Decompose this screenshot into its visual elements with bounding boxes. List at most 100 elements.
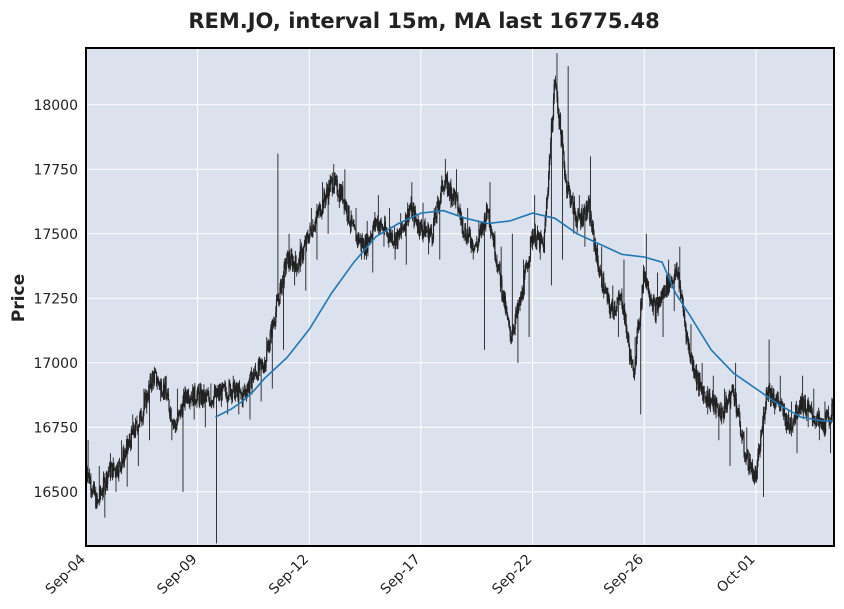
candle-body <box>570 202 572 205</box>
candle-body <box>589 203 591 223</box>
candle-body <box>808 406 811 409</box>
candle-body <box>579 217 581 219</box>
candle-body <box>737 409 739 417</box>
candle-body <box>281 281 283 294</box>
candle-body <box>254 369 257 373</box>
candle-body <box>706 390 708 405</box>
candle-body <box>439 197 442 203</box>
candle-body <box>328 183 330 199</box>
candle-body <box>563 152 565 165</box>
candle-body <box>421 230 423 237</box>
candle-body <box>200 388 202 404</box>
candle-body <box>744 452 746 459</box>
candle-body <box>739 424 742 436</box>
candle-body <box>264 362 266 367</box>
candle-body <box>545 214 547 222</box>
y-tick-label: 17250 <box>33 291 78 307</box>
candle-body <box>242 391 244 403</box>
candle-body <box>87 474 89 479</box>
candle-body <box>108 471 110 473</box>
candle-body <box>549 157 551 160</box>
candle-body <box>211 400 213 404</box>
candle-body <box>358 234 360 243</box>
candle-body <box>615 309 617 311</box>
candle-body <box>636 328 638 339</box>
candle-body <box>460 217 462 220</box>
candle-body <box>218 389 220 398</box>
candle-body <box>763 412 765 419</box>
candle-body <box>560 130 562 146</box>
candle-body <box>654 299 656 304</box>
candle-body <box>450 184 452 189</box>
candle-body <box>344 202 346 209</box>
candle-body <box>370 235 372 240</box>
candle-body <box>393 233 396 242</box>
candle-body <box>176 423 178 430</box>
candle-body <box>612 307 614 314</box>
candle-body <box>807 403 809 406</box>
candle-body <box>337 194 339 197</box>
candle-body <box>660 297 662 303</box>
candle-body <box>407 208 409 221</box>
y-tick-label: 17000 <box>33 356 78 372</box>
candle-body <box>595 250 597 261</box>
candle-body <box>481 226 483 233</box>
candle-body <box>132 425 135 435</box>
candle-body <box>794 416 796 420</box>
candle-body <box>571 196 573 198</box>
candle-body <box>682 303 684 312</box>
candle-body <box>520 295 522 306</box>
candle-body <box>488 209 490 223</box>
candle-body <box>602 277 604 291</box>
candle-body <box>391 233 393 244</box>
candle-body <box>471 239 474 249</box>
candle-body <box>781 404 783 406</box>
candle-body <box>290 253 292 266</box>
candle-body <box>494 236 496 257</box>
candle-body <box>190 396 192 400</box>
candle-body <box>681 295 683 298</box>
candle-body <box>474 245 476 250</box>
candle-body <box>554 82 556 85</box>
candle-body <box>528 262 530 264</box>
candle-body <box>818 413 820 421</box>
candle-body <box>559 115 562 131</box>
candle-body <box>695 369 698 385</box>
candle-body <box>319 204 322 216</box>
candle-body <box>354 225 356 229</box>
candle-body <box>618 295 620 299</box>
candle-body <box>725 397 728 411</box>
candle-body <box>111 463 113 467</box>
x-tick-label: Sep-04 <box>43 551 89 597</box>
candle-body <box>476 242 478 247</box>
candle-body <box>164 382 166 395</box>
candle-body <box>735 398 737 414</box>
candle-body <box>458 209 460 212</box>
chart-title: REM.JO, interval 15m, MA last 16775.48 <box>188 9 659 33</box>
candle-body <box>176 421 179 424</box>
candle-body <box>719 407 721 418</box>
candle-body <box>793 416 795 421</box>
candle-body <box>373 221 375 227</box>
candle-body <box>130 442 132 449</box>
candle-body <box>469 234 472 244</box>
candle-body <box>214 390 216 396</box>
candle-body <box>198 393 200 404</box>
candle-body <box>451 188 453 201</box>
candle-body <box>90 479 92 492</box>
candle-body <box>716 399 718 407</box>
candle-body <box>169 409 172 416</box>
candle-body <box>479 229 481 232</box>
candle-body <box>243 390 245 392</box>
candle-body <box>709 400 712 408</box>
candle-body <box>268 344 271 352</box>
candle-body <box>474 245 476 246</box>
candle-body <box>658 297 661 307</box>
candle-body <box>733 395 735 401</box>
candle-body <box>289 263 292 266</box>
candle-body <box>222 384 224 388</box>
candle-body <box>506 307 508 313</box>
candle-body <box>160 381 162 395</box>
candle-body <box>491 231 493 237</box>
